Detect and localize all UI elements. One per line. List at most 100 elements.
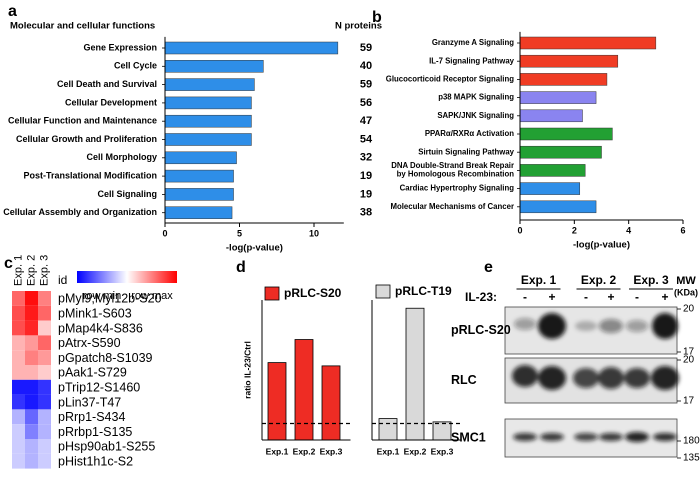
heat-cell [12,394,25,410]
heat-cell [25,424,38,439]
group-label: Exp. 2 [581,273,617,287]
heat-cell [12,305,25,321]
lane-label: - [584,290,588,304]
x-tick-label: 5 [237,228,242,238]
bar [519,164,586,177]
count-label: 56 [360,97,372,109]
count-label: 59 [360,79,372,91]
category-label: Sirtuin Signaling Pathway [418,147,514,156]
heat-cell [25,291,38,306]
bar [519,36,657,50]
row-label: pRrbp1-S135 [58,425,132,439]
heat-cell [25,409,38,425]
column-label: Exp. 2 [25,255,37,286]
heat-cell [38,320,51,336]
category-label: Cell Cycle [114,61,157,71]
category-label: Glucocorticoid Receptor Signaling [386,74,514,83]
colorbar-label: row max [131,290,173,302]
bar [164,169,234,183]
row-label: pHist1h1c-S2 [58,454,133,468]
heat-cell [12,379,25,395]
panel-label: b [372,9,382,26]
category-label: Granzyme A Signaling [432,38,514,47]
heat-cell [25,394,38,410]
mw-header: (KDa) [674,287,698,297]
category-label: p38 MAPK Signaling [438,93,514,102]
count-label: 32 [360,152,372,164]
panel-label: a [8,3,17,20]
y-axis-label: ratio IL-23/Ctrl [242,341,252,399]
bar [164,114,252,128]
heat-cell [38,335,51,351]
mw-marker: 17 [683,347,695,358]
legend-label: pRLC-S20 [284,286,342,300]
heat-cell [38,350,51,365]
bar [164,60,264,73]
bar [164,78,255,91]
heat-cell [25,335,38,351]
category-label: Gene Expression [83,42,157,52]
bar [519,145,602,159]
heat-cell [12,335,25,351]
bar [164,188,234,201]
heat-cell [38,424,51,439]
heat-cell [12,320,25,336]
heat-cell [25,453,38,469]
heat-cell [25,379,38,395]
heat-cell [38,291,51,306]
bar [321,365,341,441]
lane-label: + [607,290,614,304]
category-label: Cellular Growth and Proliferation [16,134,157,144]
treatment-label: IL-23: [465,290,497,304]
category-label: Cellular Development [65,97,157,107]
heat-cell [38,394,51,410]
row-label: pMink1-S603 [58,306,132,320]
count-label: 19 [360,170,372,182]
heat-cell [25,320,38,336]
heat-cell [25,439,38,454]
x-tick-label: Exp.1 [377,446,400,456]
group-label: Exp. 3 [633,273,669,287]
bar [519,127,613,141]
category-label: SAPK/JNK Signaling [437,111,514,120]
heat-cell [38,453,51,469]
count-label: 54 [360,133,373,145]
x-tick-label: 6 [680,225,685,235]
category-label: Cell Signaling [97,189,157,199]
count-label: 40 [360,60,372,72]
bar [164,96,252,110]
x-tick-label: 4 [626,225,631,235]
blot-row-label: SMC1 [451,430,486,444]
row-header: id [58,273,67,287]
x-tick-label: Exp.3 [320,446,343,456]
lane-label: - [635,290,639,304]
colorbar-label: row min [83,290,122,302]
x-tick-label: 10 [309,228,319,238]
column-label: Exp. 3 [38,255,50,286]
mw-header: MW [676,275,696,287]
column-label: Exp. 1 [12,255,24,286]
row-label: pMyl9;Myl12b-S20 [58,292,162,306]
heat-cell [25,365,38,380]
blot-row-label: RLC [451,373,477,387]
category-label: Cardiac Hypertrophy Signaling [400,184,515,193]
heat-cell [12,365,25,380]
heat-cell [12,439,25,454]
heat-cell [38,365,51,380]
bar [164,206,233,219]
mw-marker: 17 [683,396,695,407]
row-label: pAtrx-S590 [58,336,121,350]
x-tick-label: 0 [517,225,522,235]
bar [432,421,452,441]
mw-marker: 20 [683,304,695,315]
legend-label: pRLC-T19 [395,284,452,298]
x-tick-label: 0 [162,228,167,238]
heat-cell [12,409,25,425]
category-label: Cell Morphology [87,152,158,162]
count-label: 19 [360,188,372,200]
x-tick-label: Exp.2 [293,446,316,456]
count-label: 47 [360,115,372,127]
category-label: IL-7 Signaling Pathway [429,56,515,65]
legend-swatch [264,286,280,301]
